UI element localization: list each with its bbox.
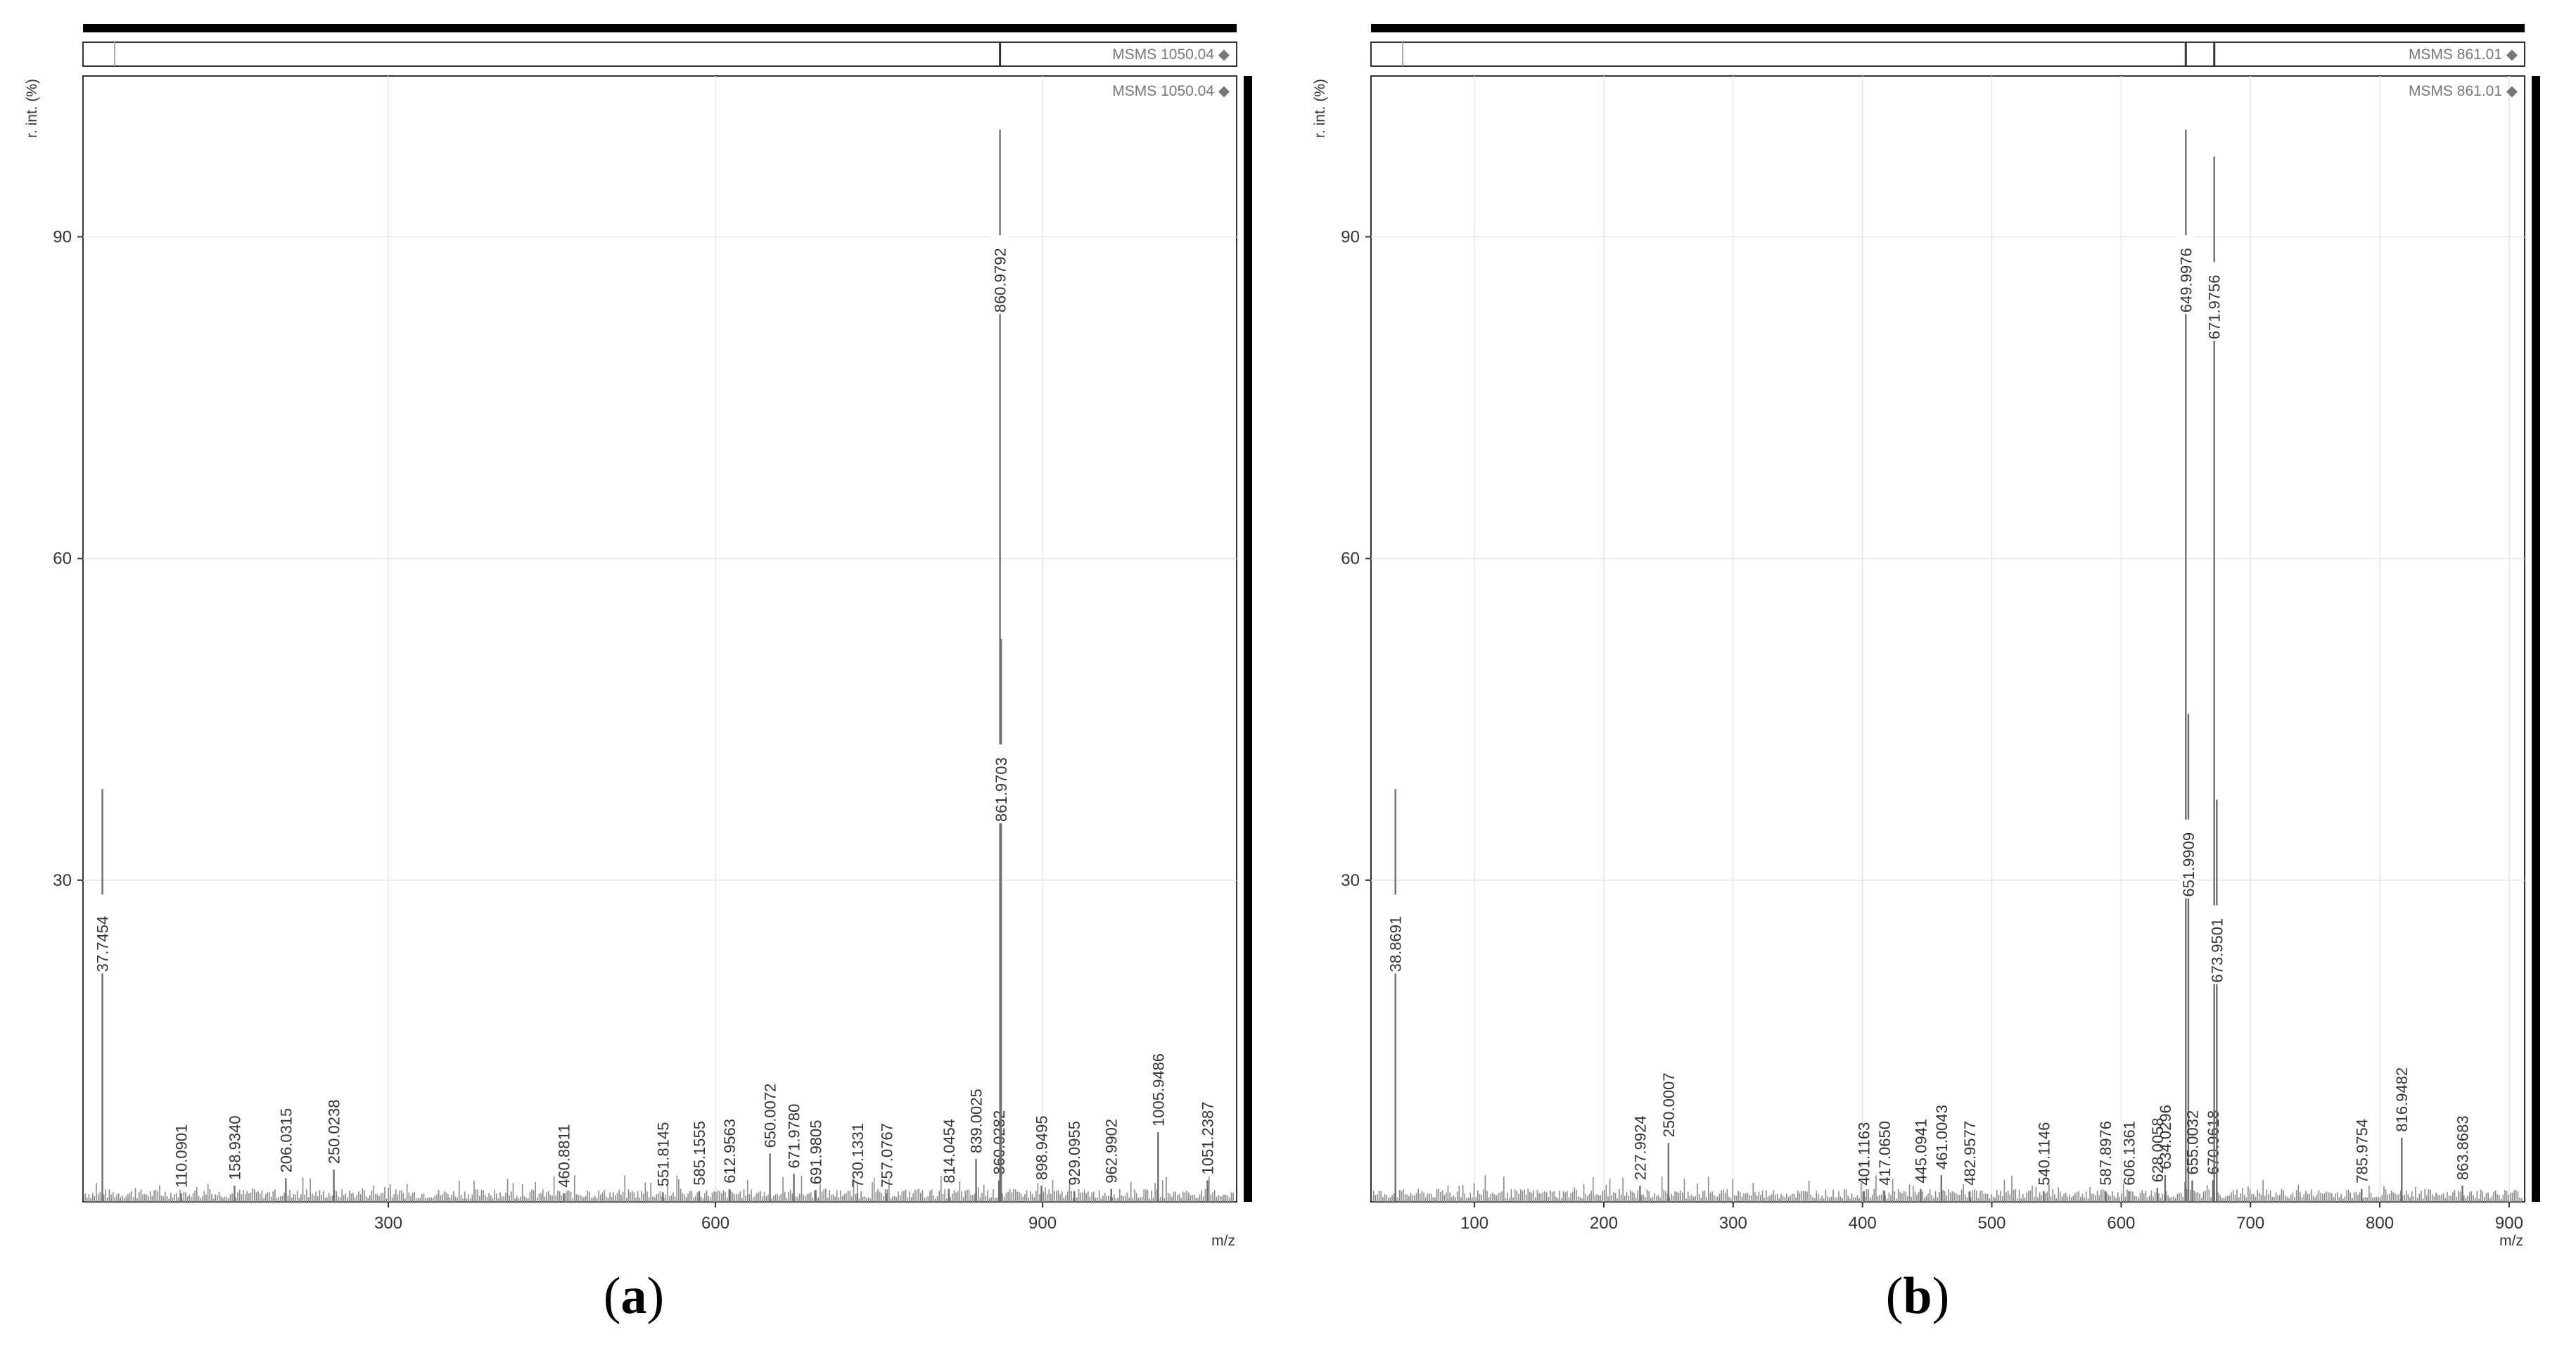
- peak-label: 585.1555: [691, 1121, 708, 1186]
- peak-label: 227.9924: [1631, 1115, 1649, 1180]
- x-tick-label: 100: [1460, 1214, 1488, 1233]
- peak-label: 785.9754: [2353, 1119, 2371, 1184]
- peak-label: 445.0941: [1913, 1119, 1930, 1184]
- panel-a: MSMS 1050.04 ◆ 300 600 900 30 60 90 r. int. (%)…: [24, 24, 1252, 1325]
- peak-label: 670.9618: [2205, 1110, 2222, 1175]
- x-tick-label: 300: [1719, 1214, 1747, 1233]
- peak-label-bg: [2179, 819, 2198, 899]
- y-tick-label: 30: [1341, 871, 1360, 890]
- y-axis-label: r. int. (%): [1312, 79, 1328, 138]
- peak-label: 929.0955: [1066, 1121, 1083, 1186]
- y-tick-label: 90: [53, 228, 72, 247]
- plot-frame: [1370, 75, 2525, 1203]
- peak-label: 612.9563: [721, 1119, 739, 1184]
- peak-label-bg: [93, 894, 112, 974]
- x-axis-label: m/z: [2499, 1233, 2523, 1249]
- peak-label: 158.9340: [226, 1115, 243, 1180]
- plot-frame: [82, 75, 1237, 1203]
- baseline-noise: [1372, 1175, 2523, 1202]
- spectrum-chart-a: MSMS 1050.04 ◆ 300 600 900 30 60 90 r. int. (%)…: [24, 24, 1252, 1249]
- peak-label: 250.0007: [1660, 1072, 1678, 1137]
- peak-label: 38.8691: [1387, 916, 1405, 972]
- panel-label-b: (b): [1885, 1267, 1950, 1325]
- peak-label-bg: [990, 235, 1009, 315]
- peak-label: 863.8683: [2454, 1115, 2472, 1180]
- x-axis-label: m/z: [1211, 1233, 1235, 1249]
- plot-scan-label: MSMS 861.01 ◆: [2409, 83, 2518, 99]
- peak-label: 839.0025: [968, 1089, 986, 1153]
- peak-label: 206.0315: [277, 1108, 295, 1173]
- peak-label: 606.1361: [2121, 1121, 2138, 1186]
- peak-label: 671.9780: [786, 1104, 803, 1169]
- peak-label: 962.9902: [1103, 1119, 1121, 1184]
- overview-label: MSMS 861.01 ◆: [2409, 46, 2518, 63]
- peak-label-bg: [2207, 905, 2226, 984]
- peak-label: 628.0058: [2149, 1117, 2167, 1182]
- peak-label: 757.0767: [879, 1123, 896, 1188]
- peak-label: 401.1163: [1856, 1122, 1873, 1186]
- x-tick-label: 800: [2366, 1214, 2394, 1233]
- y-tick-label: 90: [1341, 228, 1360, 247]
- peak-label: 551.8145: [654, 1122, 672, 1187]
- peak-label: 634.0296: [2157, 1105, 2174, 1169]
- x-tick-label: 200: [1590, 1214, 1618, 1233]
- peak-label: 650.0072: [762, 1084, 779, 1148]
- overview-label: MSMS 1050.04 ◆: [1112, 46, 1230, 63]
- x-tick-label: 900: [2495, 1214, 2523, 1233]
- x-tick-label: 500: [1977, 1214, 2006, 1233]
- peak-label: 250.0238: [326, 1100, 343, 1165]
- spectrum-chart-b: MSMS 861.01 ◆ 100 200 300 400 500 600 700 800 900…: [1312, 24, 2540, 1249]
- top-thick-bar: [83, 24, 1237, 32]
- peak-label: 110.0901: [173, 1124, 191, 1188]
- peak-label: 460.8811: [555, 1124, 573, 1188]
- overview-strip: [82, 42, 1237, 67]
- peak-label: 860.9792: [992, 248, 1009, 312]
- y-axis-label: r. int. (%): [24, 79, 40, 138]
- peak-label: 417.0650: [1876, 1121, 1894, 1186]
- peak-label: 898.9495: [1033, 1115, 1050, 1180]
- peak-label-bg: [992, 744, 1011, 823]
- y-tick-label: 60: [1341, 550, 1360, 569]
- y-tick-label: 60: [53, 550, 72, 569]
- peak-label: 482.9577: [1961, 1121, 1979, 1186]
- panel-label-a: (a): [603, 1267, 665, 1325]
- peak-label: 861.9703: [993, 757, 1010, 822]
- peak-label: 461.0043: [1933, 1105, 1951, 1169]
- overview-strip: [1370, 42, 2525, 67]
- x-tick-label: 900: [1028, 1214, 1057, 1233]
- x-tick-label: 600: [2107, 1214, 2135, 1233]
- peak-label-bg: [1386, 894, 1405, 974]
- peak-label: 587.8976: [2097, 1121, 2115, 1186]
- peak-label: 37.7454: [94, 916, 112, 972]
- peak-label: 814.0454: [941, 1119, 958, 1184]
- right-thick-bar: [1244, 76, 1252, 1202]
- peak-label-bg: [2205, 262, 2224, 341]
- peak-label: 730.1331: [849, 1123, 867, 1188]
- peak-label: 1051.2387: [1199, 1102, 1217, 1175]
- top-thick-bar: [1371, 24, 2525, 32]
- peak-label: 651.9909: [2180, 832, 2198, 897]
- peak-label: 673.9501: [2208, 918, 2226, 983]
- x-tick-label: 400: [1849, 1214, 1877, 1233]
- x-tick-label: 700: [2236, 1214, 2264, 1233]
- right-thick-bar: [2532, 76, 2540, 1202]
- x-tick-label: 300: [374, 1214, 402, 1233]
- peak-label: 816.9482: [2393, 1067, 2411, 1132]
- peak-label: 671.9756: [2206, 275, 2224, 340]
- panel-b: MSMS 861.01 ◆ 100 200 300 400 500 600 700 800 900…: [1288, 0, 2576, 1351]
- x-tick-label: 600: [701, 1214, 729, 1233]
- peak-label: 1005.9486: [1149, 1053, 1167, 1127]
- peak-label: 540.1146: [2035, 1122, 2053, 1186]
- y-tick-label: 30: [53, 871, 72, 890]
- peak-label: 655.0032: [2183, 1110, 2201, 1175]
- peak-label: 691.9805: [808, 1120, 825, 1184]
- peak-label: 649.9976: [2177, 248, 2195, 312]
- plot-scan-label: MSMS 1050.04 ◆: [1112, 83, 1230, 99]
- peak-label-bg: [2176, 235, 2195, 315]
